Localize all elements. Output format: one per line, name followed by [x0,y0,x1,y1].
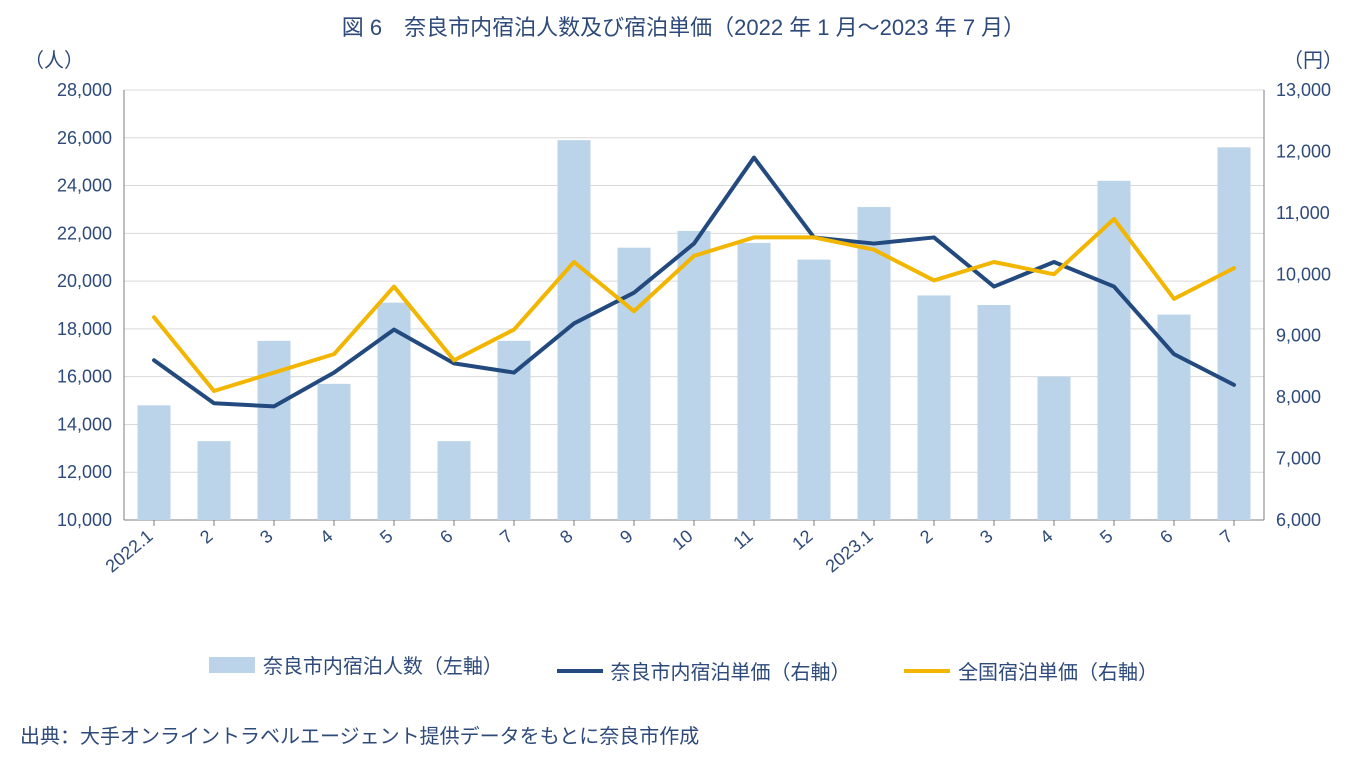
svg-text:22,000: 22,000 [57,223,112,243]
svg-text:7,000: 7,000 [1276,449,1321,469]
svg-text:2023.1: 2023.1 [822,526,877,577]
bar [198,441,231,520]
line1-swatch-icon [557,669,603,673]
svg-text:5: 5 [376,526,397,548]
svg-text:8,000: 8,000 [1276,387,1321,407]
svg-text:6,000: 6,000 [1276,510,1321,530]
svg-text:20,000: 20,000 [57,271,112,291]
bar [138,405,171,520]
svg-text:8: 8 [556,526,577,548]
bar [318,384,351,520]
svg-text:7: 7 [1216,526,1237,548]
svg-text:6: 6 [1156,526,1177,548]
legend-line1-label: 奈良市内宿泊単価（右軸） [611,656,851,685]
svg-text:3: 3 [256,526,277,548]
bar-swatch-icon [209,657,255,673]
bar [618,248,651,520]
svg-text:13,000: 13,000 [1276,80,1331,100]
svg-text:9,000: 9,000 [1276,326,1321,346]
legend-line2: 全国宿泊単価（右軸） [904,656,1158,685]
bar [1218,147,1251,520]
svg-text:2022.1: 2022.1 [102,526,157,577]
legend-line1: 奈良市内宿泊単価（右軸） [557,656,851,685]
svg-text:24,000: 24,000 [57,176,112,196]
svg-text:6: 6 [436,526,457,548]
svg-text:10: 10 [668,526,696,554]
svg-text:7: 7 [496,526,517,548]
legend-line2-label: 全国宿泊単価（右軸） [958,656,1158,685]
chart-page: 図 6 奈良市内宿泊人数及び宿泊単価（2022 年 1 月～2023 年 7 月… [0,0,1367,769]
source-text: 出典：大手オンライントラベルエージェント提供データをもとに奈良市作成 [20,720,699,749]
bar [558,140,591,520]
svg-text:16,000: 16,000 [57,367,112,387]
svg-text:3: 3 [976,526,997,548]
bar [738,243,771,520]
svg-text:2: 2 [916,526,937,548]
bar [498,341,531,520]
bar [978,305,1011,520]
svg-text:18,000: 18,000 [57,319,112,339]
svg-text:28,000: 28,000 [57,80,112,100]
legend: 奈良市内宿泊人数（左軸） 奈良市内宿泊単価（右軸） 全国宿泊単価（右軸） [0,650,1367,685]
line2-swatch-icon [904,669,950,673]
bar [918,295,951,520]
legend-bar-label: 奈良市内宿泊人数（左軸） [263,650,503,679]
svg-text:11: 11 [729,526,756,553]
svg-text:12,000: 12,000 [57,462,112,482]
svg-text:4: 4 [1036,526,1057,548]
bar [1038,377,1071,520]
chart-area: 10,000 12,000 14,000 16,000 18,000 20,000 22,0… [0,60,1367,620]
chart-svg: 10,000 12,000 14,000 16,000 18,000 20,000 22,0… [0,60,1367,620]
legend-bar: 奈良市内宿泊人数（左軸） [209,650,503,679]
svg-text:2: 2 [196,526,217,548]
svg-text:11,000: 11,000 [1276,203,1330,223]
bar [438,441,471,520]
bar [678,231,711,520]
svg-text:10,000: 10,000 [1276,264,1331,284]
chart-title: 図 6 奈良市内宿泊人数及び宿泊単価（2022 年 1 月～2023 年 7 月… [0,0,1367,42]
svg-text:26,000: 26,000 [57,128,112,148]
bar [1158,315,1191,520]
svg-text:12: 12 [788,526,816,554]
svg-text:10,000: 10,000 [57,510,112,530]
svg-text:5: 5 [1096,526,1117,548]
svg-text:4: 4 [316,526,337,548]
svg-text:12,000: 12,000 [1276,141,1331,161]
svg-text:14,000: 14,000 [57,414,112,434]
bar [798,260,831,520]
svg-text:9: 9 [616,526,637,548]
